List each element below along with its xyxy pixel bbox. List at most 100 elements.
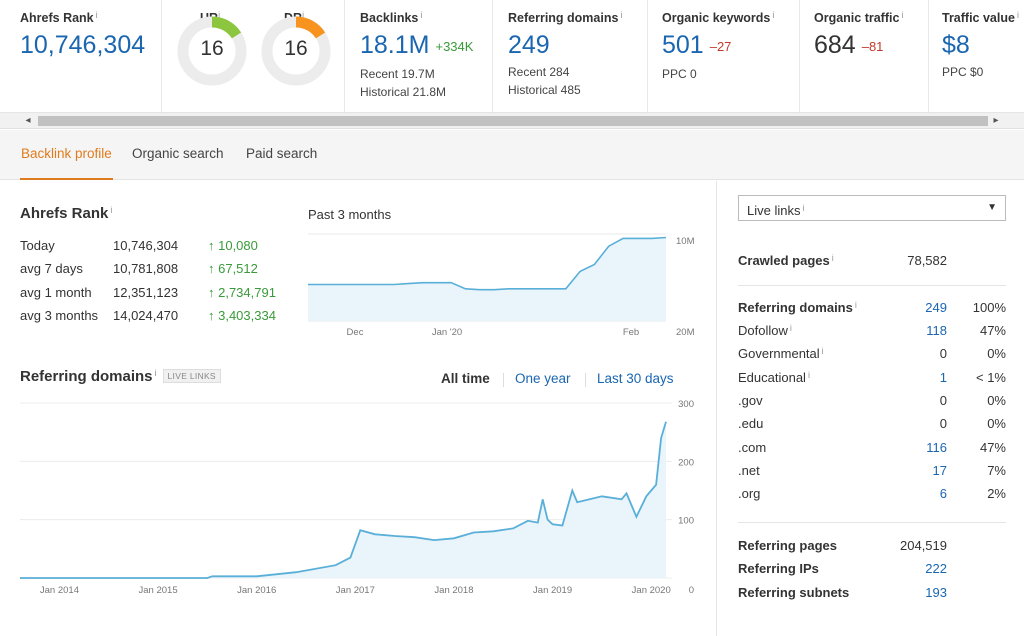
divider (503, 373, 504, 387)
metric-historical: Historical 485 (508, 83, 581, 97)
stat-percent: 0% (987, 392, 1006, 408)
stat-label: Educational i (738, 369, 810, 385)
info-icon[interactable]: i (802, 203, 805, 213)
metric-value[interactable]: 18.1M +334K (360, 31, 474, 59)
stat-label: .com (738, 439, 767, 455)
x-tick-label: Dec (347, 327, 364, 338)
stat-value[interactable]: 118 (926, 323, 947, 338)
stat-value: 0 (939, 392, 947, 408)
tab-organic-search[interactable]: Organic search (132, 146, 224, 161)
metric-value[interactable]: 501 –27 (662, 31, 732, 59)
stat-value[interactable]: 249 (925, 300, 947, 315)
y-tick-label: 100 (678, 516, 694, 527)
tab-all-time[interactable]: All time (441, 371, 490, 386)
link-type-select[interactable]: Live links i ▼ (738, 195, 1006, 221)
metric-historical: Historical 21.8M (360, 85, 447, 99)
scroll-left-icon[interactable]: ◂ (25, 115, 31, 126)
stat-label: .gov (738, 392, 763, 408)
list-item: Educational i 1 < 1% (738, 370, 1006, 390)
info-icon[interactable]: i (302, 10, 305, 20)
info-icon[interactable]: i (154, 368, 157, 378)
metric-ratings: URi 16 DRi 16 (162, 0, 345, 113)
stat-percent: 2% (987, 486, 1006, 502)
info-icon[interactable]: i (95, 10, 98, 20)
tab-last-30-days[interactable]: Last 30 days (597, 371, 674, 386)
stat-value[interactable]: 6 (939, 486, 947, 502)
info-icon[interactable]: i (1016, 10, 1019, 20)
stat-label: .edu (738, 416, 764, 432)
info-icon[interactable]: i (901, 10, 904, 20)
metric-value[interactable]: $8 (942, 31, 970, 59)
y-tick-label: 300 (678, 399, 694, 410)
info-icon[interactable]: i (110, 205, 113, 215)
list-item: Referring pages 204,519 (738, 538, 1006, 558)
x-tick-label: Feb (623, 327, 639, 338)
metric-ppc: PPC $0 (942, 65, 984, 79)
stat-percent: 47% (979, 323, 1006, 338)
info-icon[interactable]: i (831, 253, 834, 263)
stat-label: .org (738, 486, 761, 502)
stat-value: 78,582 (907, 253, 947, 268)
divider (585, 373, 586, 387)
info-icon[interactable]: i (420, 10, 423, 20)
metric-organic-keywords: Organic keywords i 501 –27 PPC 0 (648, 0, 800, 113)
stat-value[interactable]: 1 (939, 369, 947, 385)
referring-domains-chart[interactable]: 0 100 200 300 Jan 2014 Jan 2015 Jan 2016 Jan 20… (0, 399, 712, 625)
row-value: 10,781,808 (113, 261, 179, 277)
stat-percent: 0% (987, 346, 1006, 362)
stat-value: 0 (939, 416, 947, 432)
info-icon[interactable]: i (821, 346, 824, 357)
metric-traffic-value: Traffic value i $8 PPC $0 (929, 0, 1024, 113)
stat-percent: 0% (987, 416, 1006, 432)
ur-gauge[interactable]: URi 16 (176, 10, 248, 90)
stat-label: .net (738, 462, 760, 478)
info-icon[interactable]: i (789, 323, 792, 333)
row-delta: ↑ 2,734,791 (208, 284, 276, 300)
stat-value[interactable]: 222 (925, 561, 947, 577)
x-tick-label: Jan 2019 (533, 585, 572, 596)
metric-value[interactable]: 10,746,304 (20, 31, 146, 59)
info-icon[interactable]: i (620, 10, 623, 20)
list-item: Referring subnets 193 (738, 585, 1006, 605)
referring-domains-area (20, 421, 666, 578)
dr-gauge[interactable]: DRi 16 (260, 10, 332, 90)
stat-value[interactable]: 116 (926, 439, 947, 455)
metric-label: Organic traffic i (814, 10, 904, 25)
horizontal-scrollbar[interactable]: ◂ ▸ (0, 113, 1024, 129)
tab-one-year[interactable]: One year (515, 371, 571, 386)
report-tabs: Backlink profile Organic search Paid sea… (0, 130, 1024, 180)
row-value: 14,024,470 (113, 308, 179, 324)
metric-label: Backlinks i (360, 10, 423, 25)
x-tick-label: Jan '20 (432, 327, 462, 338)
stat-label: Dofollow i (738, 323, 792, 338)
metrics-bar: Ahrefs Rank i 10,746,304 URi 16 DRi 16 Ba… (0, 0, 1024, 113)
row-value: 12,351,123 (113, 284, 179, 300)
info-icon[interactable]: i (854, 300, 857, 310)
tab-backlink-profile[interactable]: Backlink profile (20, 130, 113, 180)
metric-label: Traffic value i (942, 10, 1019, 25)
divider (738, 285, 1006, 286)
info-icon[interactable]: i (218, 10, 221, 20)
stat-value[interactable]: 17 (932, 462, 947, 478)
tab-paid-search[interactable]: Paid search (246, 146, 318, 161)
stat-value[interactable]: 193 (925, 584, 947, 600)
ur-ring (177, 16, 247, 86)
stat-percent: 100% (972, 300, 1006, 315)
metric-value[interactable]: 249 (508, 31, 550, 59)
metric-delta: –81 (861, 39, 884, 54)
metric-referring-domains: Referring domains i 249 Recent 284 Histor… (493, 0, 648, 113)
info-icon[interactable]: i (772, 10, 775, 20)
metric-organic-traffic: Organic traffic i 684 –81 (800, 0, 929, 113)
ahrefs-rank-chart[interactable]: 10M 20M Dec Jan '20 Feb (300, 229, 710, 347)
rank-chart-caption: Past 3 months (308, 207, 392, 222)
scrollbar-thumb[interactable] (38, 116, 988, 126)
scroll-right-icon[interactable]: ▸ (993, 115, 999, 126)
gauge-value: 16 (284, 37, 308, 60)
info-icon[interactable]: i (807, 369, 810, 380)
x-tick-label: Jan 2014 (40, 585, 79, 596)
row-label: avg 7 days (20, 261, 83, 277)
metric-label: Referring domains i (508, 10, 623, 25)
metric-label: Ahrefs Rank i (20, 10, 98, 25)
y-tick-label: 10M (676, 236, 695, 247)
metric-value[interactable]: 684 –81 (814, 31, 884, 59)
